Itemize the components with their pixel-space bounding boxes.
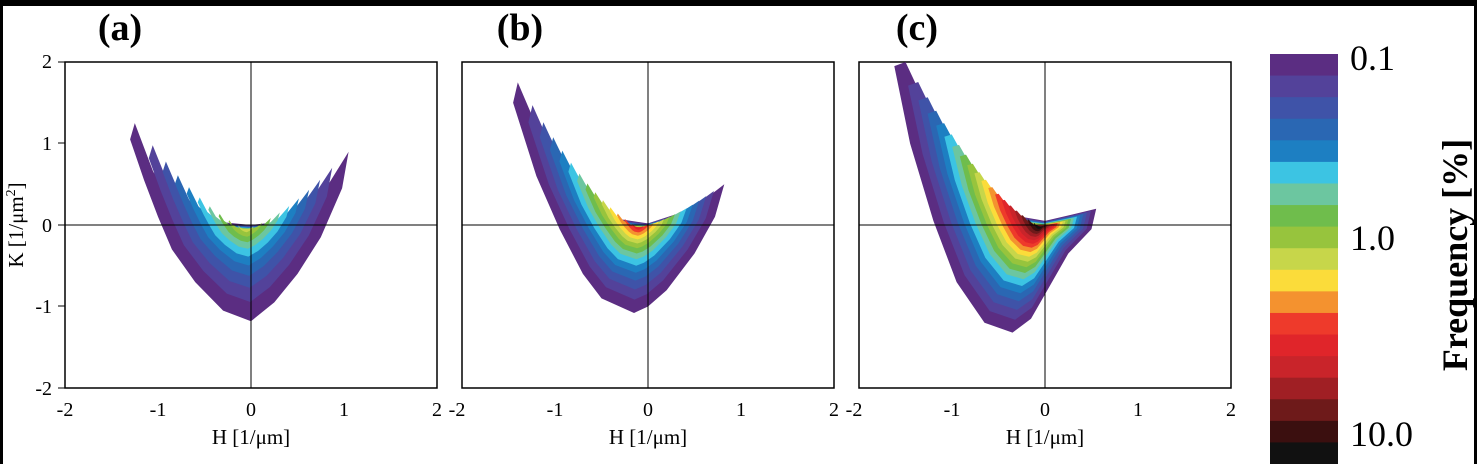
colorbar-band [1270,161,1338,185]
x-tick-label: -1 [150,399,167,421]
y-axis-label: K [1/μm2] [4,182,28,267]
x-tick-label: 2 [1226,399,1236,421]
colorbar-band [1270,356,1338,379]
panel-b: (b) -2 -1 0 1 2 H [1/μm] [449,7,839,449]
contour-level-18 [1033,223,1043,229]
x-tick-label: 0 [643,399,653,421]
colorbar-band [1270,399,1338,422]
contour-level-13 [631,223,644,230]
x-tick-label: 1 [1133,399,1143,421]
panel-label-c: (c) [896,7,938,49]
colorbar: 0.1 1.0 10.0 Frequency [%] [1270,38,1475,464]
x-tick-label: -1 [547,399,564,421]
y-tick-label: 1 [42,133,52,155]
contour-level-8 [228,220,262,237]
x-tick-labels-b: -2 -1 0 1 2 [449,399,839,421]
x-tick-label: 0 [246,399,256,421]
x-tick-labels-a: -2 -1 0 1 2 [57,399,442,421]
colorbar-band [1270,118,1338,141]
y-tick-label: -1 [35,296,52,318]
colorbar-band [1270,97,1338,120]
contour-level-2 [162,161,321,288]
y-tick-label: -2 [35,378,52,400]
colorbar-band [1270,291,1338,314]
y-ticks-a [58,61,65,389]
colorbar-band [1270,226,1338,249]
x-tick-label: -1 [944,399,961,421]
x-tick-label: 1 [339,399,349,421]
contour-level-9 [238,225,254,233]
x-tick-label: 1 [736,399,746,421]
contour-level-1 [148,145,333,302]
colorbar-band [1270,442,1338,464]
x-tick-label: -2 [846,399,863,421]
colorbar-label: Frequency [%] [1435,139,1475,371]
contour-level-11 [617,213,654,236]
y-axis-label-sup: 2 [4,189,19,196]
y-tick-label: 2 [42,51,52,73]
colorbar-band [1270,75,1338,98]
colorbar-band [1270,54,1338,77]
x-axis-label-c: H [1/μm] [1006,425,1084,449]
contour-level-12 [624,219,649,233]
colorbar-tick-min: 0.1 [1350,38,1395,78]
contour-level-6 [208,206,280,249]
contour-level-4 [186,187,299,266]
x-tick-label: 2 [829,399,839,421]
colorbar-band [1270,140,1338,163]
contour-level-0 [130,123,349,322]
x-tick-label: 2 [432,399,442,421]
y-axis-label-end: ] [4,182,28,189]
panel-c: (c) -2 -1 0 1 2 H [1/μm] [846,7,1236,449]
colorbar-band [1270,269,1338,292]
panel-label-b: (b) [497,7,543,49]
colorbar-tick-mid: 1.0 [1350,218,1395,258]
colorbar-band [1270,334,1338,357]
y-tick-label: 0 [42,215,52,237]
colorbar-band [1270,420,1338,444]
x-tick-label: 0 [1040,399,1050,421]
x-axis-label-b: H [1/μm] [609,425,687,449]
y-tick-labels-a: 2 1 0 -1 -2 [35,51,52,400]
colorbar-band [1270,205,1338,228]
colorbar-band [1270,248,1338,271]
x-tick-labels-c: -2 -1 0 1 2 [846,399,1236,421]
colorbar-tick-max: 10.0 [1350,414,1413,454]
y-axis-label-main: K [1/μm [4,196,28,267]
x-tick-label: -2 [449,399,466,421]
contour-level-5 [197,197,290,257]
colorbar-bands [1270,54,1338,464]
colorbar-band [1270,377,1338,400]
contour-level-3 [175,175,310,276]
density-contours-a [130,123,349,322]
contour-level-7 [218,213,271,243]
x-tick-label: -2 [57,399,74,421]
colorbar-band [1270,183,1338,206]
colorbar-band [1270,312,1338,336]
contour-level-17 [1027,219,1046,232]
panel-label-a: (a) [98,7,142,49]
panel-a: (a) 2 1 0 -1 -2 -2 -1 0 1 2 H [1/μm] K [… [4,7,442,449]
x-axis-label-a: H [1/μm] [212,425,290,449]
